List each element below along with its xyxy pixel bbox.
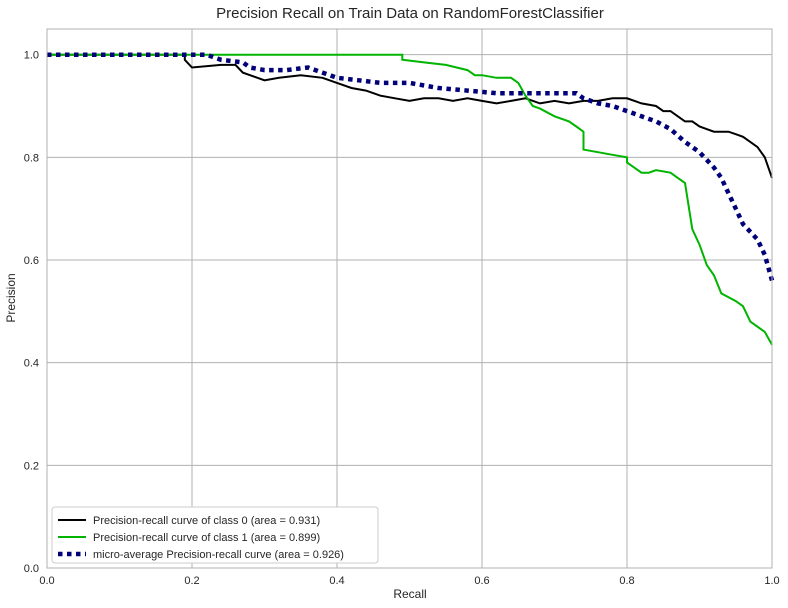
x-tick-label: 0.6 bbox=[474, 575, 489, 587]
series-line-2 bbox=[47, 52, 775, 282]
y-tick-label: 1.0 bbox=[24, 50, 39, 62]
y-tick-label: 0.6 bbox=[24, 255, 39, 267]
y-axis-ticks: 0.0 0.2 0.4 0.6 0.8 1.0 bbox=[24, 50, 39, 575]
x-tick-label: 0.0 bbox=[39, 575, 54, 587]
plot-area bbox=[46, 28, 775, 569]
y-tick-label: 0.8 bbox=[24, 152, 39, 164]
legend-label-0: Precision-recall curve of class 0 (area … bbox=[93, 515, 320, 527]
x-axis-ticks: 0.0 0.2 0.4 0.6 0.8 1.0 bbox=[39, 575, 779, 587]
y-axis-label: Precision bbox=[4, 273, 18, 322]
y-tick-label: 0.4 bbox=[24, 358, 39, 370]
legend-box bbox=[51, 506, 379, 564]
y-tick-label: 0.2 bbox=[24, 460, 39, 472]
legend-label-1: Precision-recall curve of class 1 (area … bbox=[93, 532, 320, 544]
series-line-0 bbox=[47, 53, 773, 179]
x-tick-label: 1.0 bbox=[764, 575, 779, 587]
legend-label-2: micro-average Precision-recall curve (ar… bbox=[93, 549, 344, 561]
chart-title: Precision Recall on Train Data on Random… bbox=[216, 5, 604, 22]
x-tick-label: 0.4 bbox=[329, 575, 344, 587]
y-tick-label: 0.0 bbox=[24, 563, 39, 575]
x-tick-label: 0.8 bbox=[619, 575, 634, 587]
x-axis-label: Recall bbox=[393, 587, 426, 601]
x-tick-label: 0.2 bbox=[184, 575, 199, 587]
series-line-1 bbox=[47, 53, 773, 346]
legend: Precision-recall curve of class 0 (area … bbox=[51, 506, 379, 564]
plot-frame bbox=[46, 28, 773, 569]
series-lines bbox=[47, 52, 775, 346]
